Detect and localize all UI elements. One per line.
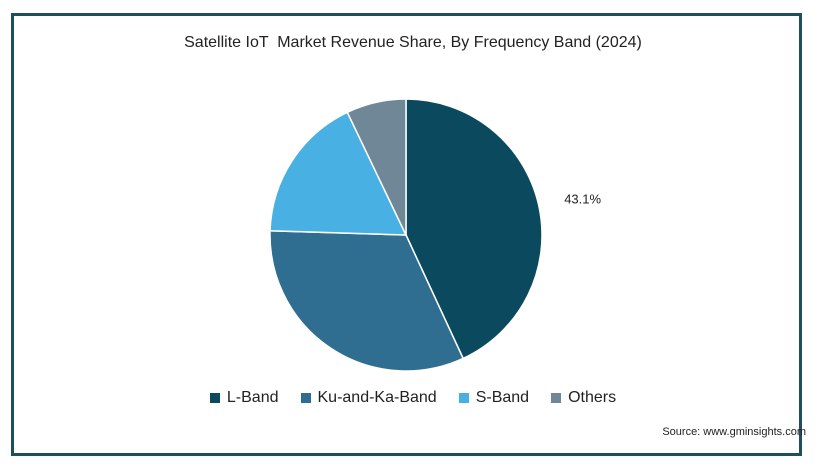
- pie-slice-others: [346, 98, 407, 236]
- legend-label-l-band: L-Band: [226, 389, 279, 406]
- legend-swatch-others: [551, 393, 562, 403]
- legend-label-s-band: S-Band: [475, 389, 530, 406]
- legend-label-ku-and-ka-band: Ku-and-Ka-Band: [317, 389, 437, 406]
- data-label-l-band: 43.1%: [564, 192, 601, 207]
- legend-swatch-ku-and-ka-band: [300, 393, 311, 403]
- chart-title: Satellite IoT Market Revenue Share, By F…: [184, 34, 642, 51]
- legend-label-others: Others: [568, 389, 617, 406]
- legend: L-Band Ku-and-Ka-Band S-Band Others: [0, 389, 826, 407]
- pie-slice-ku-and-ka-band: [269, 229, 465, 372]
- source-note: Source: www.gminsights.com: [662, 426, 806, 438]
- legend-item-others: Others: [551, 389, 616, 407]
- legend-swatch-s-band: [458, 393, 469, 403]
- legend-swatch-l-band: [209, 393, 220, 403]
- legend-item-ku-and-ka-band: Ku-and-Ka-Band: [300, 389, 437, 407]
- legend-item-s-band: S-Band: [458, 389, 530, 407]
- pie-slice-l-band: [405, 98, 543, 360]
- pie-slice-s-band: [269, 111, 408, 236]
- legend-item-l-band: L-Band: [209, 389, 279, 407]
